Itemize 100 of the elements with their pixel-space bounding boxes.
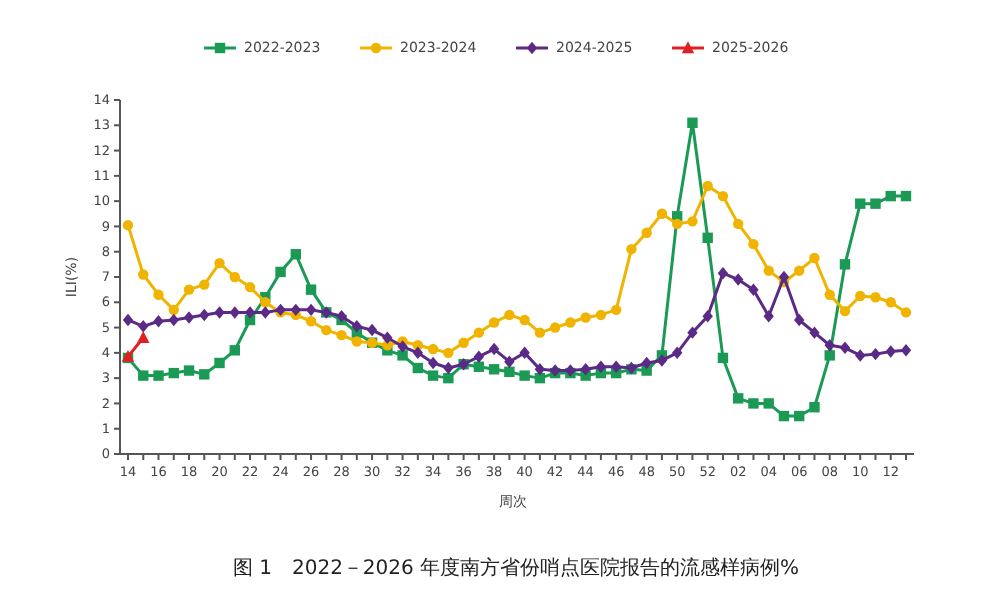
point — [183, 311, 195, 324]
point — [671, 218, 683, 230]
point — [687, 326, 698, 339]
point — [534, 327, 546, 338]
point — [702, 180, 713, 192]
point — [870, 347, 881, 361]
point — [504, 309, 515, 321]
point — [443, 347, 454, 359]
point — [687, 216, 698, 227]
point — [641, 356, 652, 370]
point — [412, 346, 424, 360]
point — [366, 323, 378, 337]
point — [626, 243, 637, 255]
point — [214, 257, 225, 269]
point — [168, 367, 179, 379]
point — [199, 369, 210, 380]
point — [305, 316, 317, 327]
point — [488, 364, 500, 375]
point — [427, 370, 439, 381]
point — [397, 340, 408, 353]
point — [504, 355, 515, 368]
point — [900, 344, 912, 357]
point — [839, 305, 851, 317]
point — [244, 281, 256, 293]
point — [290, 249, 301, 260]
point — [260, 306, 271, 319]
point — [321, 324, 332, 336]
point — [885, 345, 896, 358]
point — [717, 352, 729, 364]
point — [504, 366, 515, 378]
point — [885, 190, 896, 202]
point — [794, 410, 805, 422]
point — [824, 350, 835, 361]
point — [794, 265, 805, 276]
point — [199, 308, 210, 322]
point — [595, 309, 607, 321]
point — [733, 393, 744, 404]
point — [763, 265, 774, 276]
point — [122, 219, 134, 231]
point — [885, 297, 896, 308]
point — [656, 354, 668, 367]
point — [824, 339, 835, 352]
point — [809, 326, 820, 339]
point — [336, 309, 347, 323]
point — [214, 306, 225, 319]
point — [351, 320, 363, 333]
point — [748, 283, 759, 296]
point — [717, 190, 729, 202]
point — [565, 317, 576, 328]
point — [641, 227, 652, 238]
point — [763, 398, 774, 409]
point — [412, 362, 424, 374]
point — [580, 363, 591, 376]
point — [855, 349, 866, 362]
point — [122, 313, 134, 327]
point — [168, 313, 179, 327]
point — [305, 303, 317, 317]
point — [229, 271, 240, 283]
point — [214, 357, 225, 369]
point — [397, 350, 408, 361]
point — [900, 307, 912, 318]
point — [687, 117, 698, 128]
point — [809, 402, 820, 413]
point — [610, 360, 622, 373]
point — [870, 292, 881, 303]
point — [855, 198, 866, 209]
point — [733, 218, 744, 230]
point — [824, 289, 835, 300]
point — [809, 252, 820, 264]
point — [839, 341, 851, 355]
point — [778, 270, 790, 284]
point — [778, 410, 790, 422]
point — [138, 370, 149, 381]
caption: 图 1 2022－2026 年度南方省份哨点医院报告的流感样病例% — [232, 556, 800, 580]
point — [153, 370, 164, 381]
point — [748, 398, 759, 409]
point — [702, 232, 713, 244]
point — [199, 279, 210, 290]
point — [656, 208, 668, 219]
point — [427, 356, 439, 370]
point — [702, 309, 713, 323]
point — [671, 346, 683, 360]
point — [138, 269, 149, 280]
point — [748, 238, 759, 250]
point — [138, 320, 149, 333]
point — [351, 336, 363, 347]
point — [168, 304, 179, 316]
point — [733, 273, 744, 286]
point — [534, 363, 546, 376]
point — [717, 266, 729, 280]
point — [382, 331, 393, 344]
point — [183, 365, 195, 376]
point — [473, 327, 485, 338]
point — [153, 289, 164, 300]
point — [794, 313, 805, 327]
point — [519, 314, 530, 326]
point — [870, 198, 881, 209]
point — [473, 361, 485, 372]
point — [610, 304, 622, 316]
point — [519, 346, 530, 360]
